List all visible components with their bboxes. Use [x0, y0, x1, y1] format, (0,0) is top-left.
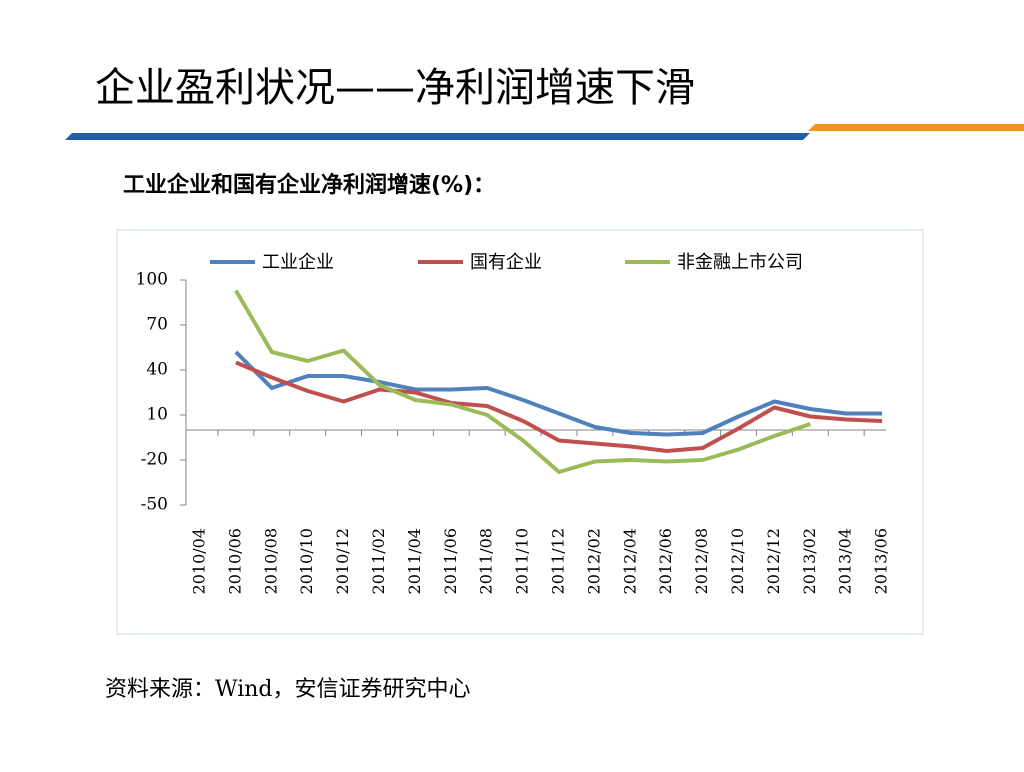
x-tick-label: 2010/10: [297, 528, 316, 594]
y-tick-label: 70: [146, 315, 168, 335]
x-tick-label: 2012/12: [764, 528, 783, 594]
x-tick-label: 2010/04: [190, 528, 209, 594]
x-tick-label: 2011/10: [513, 528, 532, 594]
y-tick-label: 100: [136, 270, 168, 290]
x-tick-label: 2012/10: [728, 528, 747, 594]
series-line: [235, 360, 883, 453]
x-tick-label: 2013/06: [872, 528, 891, 594]
x-tick-label: 2012/06: [656, 528, 675, 594]
x-tick-label: 2011/04: [405, 528, 424, 594]
x-tick-label: 2012/02: [584, 528, 603, 594]
series-line: [234, 350, 883, 437]
x-tick-label: 2010/12: [333, 528, 352, 594]
x-tick-label: 2010/08: [261, 528, 280, 594]
legend-label: 国有企业: [470, 252, 542, 273]
x-tick-label: 2011/06: [441, 528, 460, 594]
y-tick-label: -50: [141, 495, 168, 515]
accent-band: [808, 124, 1024, 131]
y-tick-label: 10: [146, 405, 168, 425]
x-tick-label: 2011/08: [477, 528, 496, 594]
x-tick-label: 2012/04: [620, 528, 639, 594]
x-tick-label: 2013/04: [836, 528, 855, 594]
x-tick-label: 2011/02: [369, 528, 388, 594]
x-tick-label: 2013/02: [800, 528, 819, 594]
y-tick-label: -20: [141, 450, 168, 470]
series-line: [234, 289, 811, 474]
x-tick-label: 2012/08: [692, 528, 711, 594]
slide-title: 企业盈利状况——净利润增速下滑: [95, 65, 695, 111]
x-tick-label: 2010/06: [225, 528, 244, 594]
legend-label: 非金融上市公司: [677, 252, 803, 273]
source-note: 资料来源：Wind，安信证券研究中心: [105, 677, 471, 702]
legend-label: 工业企业: [262, 252, 334, 273]
chart: -50 -20 10 40 70 100 2010/04 2010/06 2010/08 2010…: [136, 252, 891, 594]
y-tick-label: 40: [146, 360, 168, 380]
x-tick-label: 2011/12: [549, 528, 568, 594]
title-band: [65, 133, 810, 140]
chart-subtitle: 工业企业和国有企业净利润增速(%)：: [123, 172, 495, 198]
